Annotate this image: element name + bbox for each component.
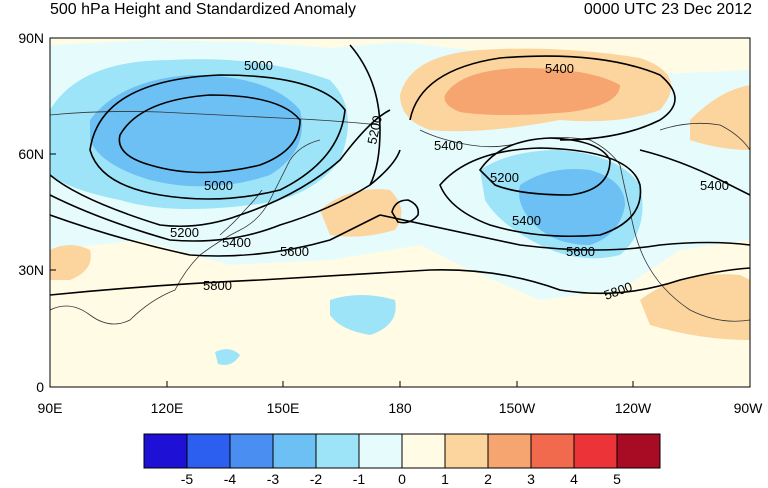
colorbar-swatch (358, 433, 403, 469)
colorbar-tick-label: -5 (181, 471, 194, 487)
y-tick-label: 0 (36, 379, 44, 395)
x-tick-label: 150E (267, 400, 300, 416)
colorbar-tick-label: -3 (267, 471, 280, 487)
anomaly-region-gulf-neg2 (519, 169, 625, 245)
contour-5200-gulf (478, 137, 611, 196)
contour-5400-gulf (439, 147, 642, 238)
coastline-japan (219, 189, 263, 236)
x-tick-label: 120W (615, 400, 652, 416)
colorbar-swatch (272, 433, 317, 469)
x-tick-label: 120E (151, 400, 184, 416)
x-tick-label: 180 (388, 400, 412, 416)
anomaly-region-east-us-pos (690, 85, 750, 150)
valid-time-label: 0000 UTC 23 Dec 2012 (583, 1, 752, 18)
coastline-canada (659, 122, 750, 151)
anomaly-region-china-pos (50, 245, 91, 280)
contour-5200-west (50, 109, 391, 228)
contour-label: 5800 (203, 278, 232, 293)
colorbar-swatch (444, 433, 489, 469)
contour-closed-low (391, 199, 420, 224)
contour-5200-north (349, 44, 381, 186)
colorbar-swatch (573, 433, 618, 469)
contour-label: 5400 (434, 138, 463, 153)
contour-label: 5200 (170, 225, 199, 240)
anomaly-region-arctic-pos2 (444, 68, 620, 115)
x-tick-label: 150W (499, 400, 536, 416)
contour-5600-east (379, 214, 750, 251)
coastline-north-america (619, 164, 750, 322)
contour-5400-arctic (409, 55, 676, 141)
colorbar-tick-label: -2 (310, 471, 323, 487)
contour-5000 (89, 74, 346, 200)
contour-label: 5400 (700, 178, 729, 193)
contour-label: 5400 (512, 213, 541, 228)
colorbar-tick-label: -1 (353, 471, 366, 487)
anomaly-region-pacific-neg-small (215, 349, 240, 365)
colorbar-tick-label: -4 (224, 471, 237, 487)
contour-label: 5200 (490, 170, 519, 185)
colorbar-tick-label: 3 (527, 471, 535, 487)
y-tick-label: 90N (18, 30, 44, 46)
anomaly-region-mexico-pos (640, 274, 750, 340)
contour-5400-west (50, 149, 401, 242)
colorbar-tick-label: 1 (441, 471, 449, 487)
contour-label: 5000 (204, 178, 233, 193)
colorbar-swatch (315, 433, 360, 469)
colorbar-tick-label: 5 (613, 471, 621, 487)
y-tick-label: 60N (18, 146, 44, 162)
contour-label: 5600 (280, 244, 309, 259)
contour-label: 5600 (566, 244, 595, 259)
colorbar-tick-label: 4 (570, 471, 578, 487)
colorbar-labels: -5 -4 -3 -2 -1 0 1 2 3 4 5 (181, 471, 621, 487)
contour-5400-east (639, 149, 750, 196)
colorbar-swatch (186, 433, 231, 469)
contour-label: 5400 (545, 61, 574, 76)
x-tick-label: 90W (734, 400, 764, 416)
colorbar-tick-label: 2 (484, 471, 492, 487)
anomaly-shading (50, 38, 750, 387)
coastline-arctic (50, 111, 381, 126)
colorbar-swatch (616, 433, 661, 469)
contour-label: 5200 (364, 114, 385, 145)
colorbar-swatch (530, 433, 575, 469)
contour-label: 5400 (222, 235, 251, 250)
height-contours (50, 44, 750, 296)
colorbar-swatch (229, 433, 274, 469)
contour-5800 (50, 267, 750, 296)
chart-title: 500 hPa Height and Standardized Anomaly (50, 1, 356, 18)
anomaly-region-neutral-north (50, 38, 750, 75)
colorbar-swatch (487, 433, 532, 469)
contour-label: 5000 (244, 58, 273, 73)
colorbar-swatch (143, 433, 188, 469)
contour-5600-west (50, 214, 381, 257)
colorbar (143, 433, 661, 469)
anomaly-region-siberia-neg2 (90, 75, 302, 187)
colorbar-tick-label: 0 (398, 471, 406, 487)
anomaly-region-pacific-neg (330, 295, 396, 335)
contour-5000-inner (118, 94, 301, 174)
x-tick-label: 90E (38, 400, 63, 416)
y-tick-label: 30N (18, 262, 44, 278)
colorbar-swatch (401, 433, 446, 469)
axis-ticks (49, 37, 751, 388)
